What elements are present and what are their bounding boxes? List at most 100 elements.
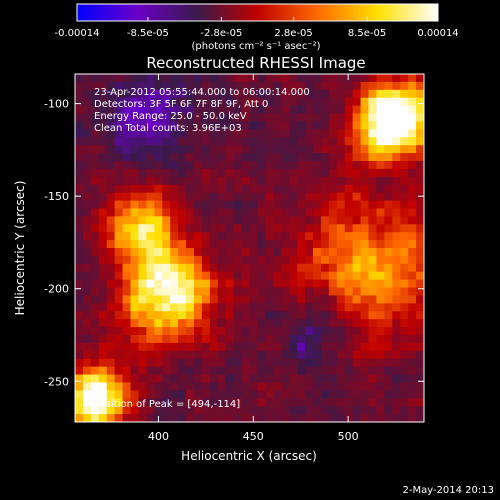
heatmap-cell	[201, 105, 211, 114]
heatmap-cell	[138, 311, 147, 320]
heatmap-cell	[114, 390, 123, 399]
heatmap-cell	[75, 248, 84, 257]
heatmap-cell	[162, 406, 171, 415]
heatmap-cell	[344, 390, 354, 399]
heatmap-cell	[352, 263, 361, 273]
heatmap-cell	[297, 374, 306, 383]
heatmap-cell	[352, 200, 361, 209]
heatmap-cell	[138, 240, 147, 249]
heatmap-cell	[400, 105, 409, 114]
heatmap-cell	[384, 184, 393, 194]
heatmap-cell	[265, 279, 274, 288]
heatmap-cell	[241, 137, 250, 146]
heatmap-cell	[408, 161, 417, 170]
heatmap-cell	[289, 390, 298, 399]
heatmap-cell	[281, 366, 290, 375]
heatmap-cell	[75, 358, 84, 368]
heatmap-cell	[392, 295, 401, 304]
heatmap-cell	[170, 327, 179, 336]
heatmap-cell	[416, 200, 425, 209]
heatmap-cell	[376, 414, 385, 423]
heatmap-cell	[368, 350, 377, 360]
heatmap-cell	[106, 129, 116, 138]
heatmap-cell	[130, 168, 139, 178]
heatmap-cell	[368, 208, 377, 217]
heatmap-cell	[225, 382, 235, 391]
heatmap-cell	[98, 129, 108, 138]
heatmap-cell	[122, 129, 131, 138]
heatmap-cell	[400, 295, 409, 304]
heatmap-cell	[257, 398, 266, 407]
heatmap-cell	[217, 255, 227, 265]
heatmap-cell	[130, 335, 139, 344]
heatmap-cell	[305, 97, 314, 107]
heatmap-cell	[257, 121, 266, 130]
heatmap-cell	[416, 414, 425, 423]
heatmap-cell	[297, 271, 306, 281]
heatmap-cell	[193, 350, 203, 360]
heatmap-cell	[392, 255, 401, 265]
heatmap-cell	[320, 161, 330, 170]
heatmap-cell	[312, 398, 322, 407]
heatmap-cell	[289, 145, 298, 154]
heatmap-cell	[368, 303, 377, 312]
heatmap-cell	[281, 81, 290, 91]
heatmap-cell	[217, 350, 227, 360]
heatmap-cell	[376, 224, 385, 233]
heatmap-cell	[281, 74, 290, 83]
heatmap-cell	[98, 255, 108, 265]
heatmap-cell	[170, 224, 179, 233]
heatmap-cell	[114, 97, 123, 107]
heatmap-cell	[138, 382, 147, 391]
heatmap-cell	[312, 311, 322, 320]
heatmap-cell	[344, 129, 354, 138]
heatmap-cell	[114, 319, 123, 328]
heatmap-cell	[217, 295, 227, 304]
heatmap-cell	[273, 105, 282, 114]
heatmap-cell	[130, 295, 139, 304]
heatmap-cell	[368, 374, 377, 383]
heatmap-cell	[233, 311, 242, 320]
heatmap-cell	[209, 358, 219, 368]
heatmap-cell	[193, 121, 203, 130]
heatmap-cell	[297, 216, 306, 225]
heatmap-cell	[138, 74, 147, 83]
heatmap-cell	[193, 406, 203, 415]
heatmap-cell	[281, 358, 290, 368]
heatmap-cell	[360, 105, 369, 114]
heatmap-cell	[297, 97, 306, 107]
heatmap-cell	[289, 342, 298, 352]
heatmap-cell	[289, 374, 298, 383]
heatmap-cell	[170, 319, 179, 328]
heatmap-cell	[138, 97, 147, 107]
heatmap-cell	[193, 161, 203, 170]
heatmap-cell	[352, 311, 361, 320]
heatmap-cell	[336, 145, 346, 154]
heatmap-cell	[233, 137, 242, 146]
heatmap-cell	[368, 200, 377, 209]
heatmap-cell	[281, 295, 290, 304]
heatmap-cell	[297, 184, 306, 194]
heatmap-cell	[392, 153, 401, 162]
heatmap-cell	[138, 295, 147, 304]
heatmap-cell	[146, 224, 155, 233]
heatmap-cell	[178, 406, 187, 415]
heatmap-cell	[281, 176, 290, 186]
heatmap-cell	[289, 382, 298, 391]
heatmap-cell	[352, 208, 361, 217]
heatmap-cell	[392, 216, 401, 225]
heatmap-cell	[98, 224, 108, 233]
heatmap-cell	[154, 382, 163, 391]
heatmap-cell	[225, 113, 235, 122]
heatmap-cell	[336, 216, 346, 225]
heatmap-cell	[289, 113, 298, 122]
heatmap-cell	[114, 414, 123, 423]
heatmap-cell	[416, 153, 425, 162]
heatmap-cell	[249, 374, 258, 383]
heatmap-cell	[233, 303, 242, 312]
heatmap-cell	[400, 414, 409, 423]
heatmap-cell	[201, 161, 211, 170]
heatmap-cell	[408, 335, 417, 344]
heatmap-cell	[233, 398, 242, 407]
